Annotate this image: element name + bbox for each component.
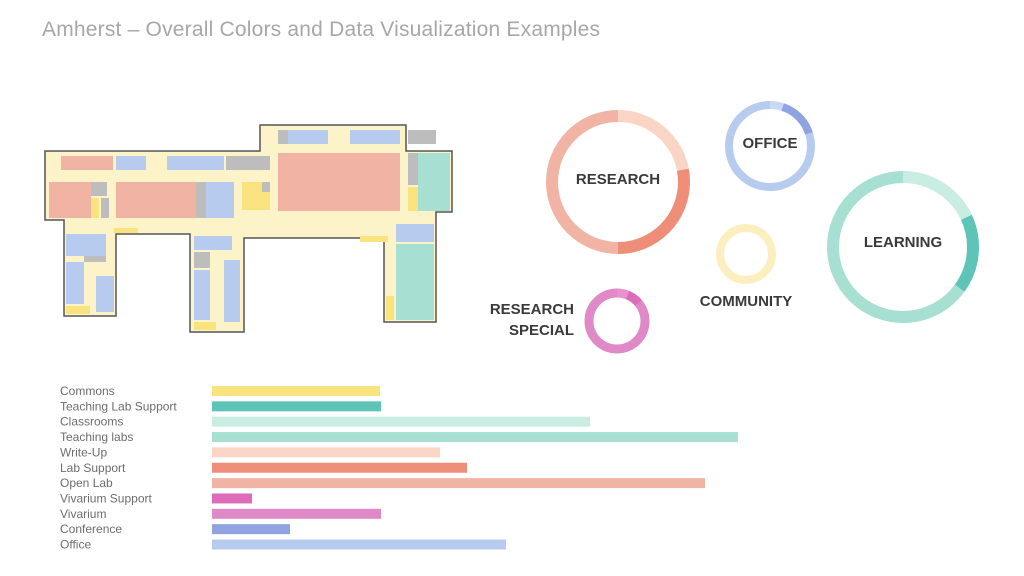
room-office xyxy=(66,262,84,304)
bar xyxy=(212,524,290,535)
room-commons xyxy=(114,228,138,233)
bar xyxy=(212,401,381,412)
bar-category-label: Teaching Lab Support xyxy=(60,399,177,413)
research-special-label-line2: SPECIAL xyxy=(509,322,574,339)
learning-label: LEARNING xyxy=(864,234,942,251)
room-office xyxy=(194,270,210,320)
room-office xyxy=(224,260,240,322)
bar-category-label: Classrooms xyxy=(60,415,123,429)
donut-segment xyxy=(725,101,815,191)
page-title: Amherst – Overall Colors and Data Visual… xyxy=(42,18,601,41)
bar-category-label: Vivarium Support xyxy=(60,491,152,505)
bar xyxy=(212,432,738,443)
room-commons xyxy=(91,198,99,218)
donut-segment xyxy=(716,224,776,284)
room-open-lab xyxy=(278,153,400,211)
floor-plan xyxy=(44,124,453,333)
room-office xyxy=(96,276,114,312)
room-support xyxy=(226,156,270,170)
donut-segment xyxy=(546,110,690,254)
bar xyxy=(212,508,381,519)
bar-category-label: Write-Up xyxy=(60,445,107,459)
room-support xyxy=(91,182,107,196)
room-office xyxy=(206,182,234,218)
community-donut: COMMUNITY xyxy=(700,224,793,310)
room-commons xyxy=(386,296,394,320)
bar-category-label: Office xyxy=(60,538,91,552)
room-open-lab xyxy=(116,182,196,218)
donut-segment xyxy=(546,110,690,254)
donut-group: RESEARCH OFFICE LEARNING COMMUNITY RESEA… xyxy=(490,101,979,354)
room-teaching-lab xyxy=(418,153,450,211)
room-teaching-lab xyxy=(396,244,434,320)
learning-donut: LEARNING xyxy=(827,171,979,323)
bar xyxy=(212,447,440,458)
community-label: COMMUNITY xyxy=(700,293,793,310)
research-donut: RESEARCH xyxy=(546,110,690,254)
bar-category-label: Open Lab xyxy=(60,476,113,490)
bar xyxy=(212,493,252,504)
research-special-label-line1: RESEARCH xyxy=(490,301,574,318)
room-office xyxy=(167,156,224,170)
office-donut: OFFICE xyxy=(725,101,815,191)
room-office xyxy=(194,236,232,250)
room-support xyxy=(408,153,418,185)
donut-segment xyxy=(827,171,979,323)
room-commons xyxy=(66,306,90,314)
bar-category-label: Conference xyxy=(60,522,122,536)
room-support xyxy=(101,198,109,218)
bar-category-label: Vivarium xyxy=(60,507,106,521)
bar xyxy=(212,416,590,427)
room-support xyxy=(196,182,206,218)
room-office xyxy=(66,234,106,256)
floor-plan-rooms xyxy=(49,130,450,330)
room-support xyxy=(408,130,436,144)
donut-segment xyxy=(827,171,979,323)
room-office xyxy=(350,130,400,144)
room-support xyxy=(84,256,106,262)
bar xyxy=(212,539,506,550)
bar xyxy=(212,478,705,489)
bar-category-label: Commons xyxy=(60,384,115,398)
room-support xyxy=(278,130,288,144)
bar-category-label: Lab Support xyxy=(60,461,126,475)
office-label: OFFICE xyxy=(743,135,798,152)
room-open-lab xyxy=(49,182,91,218)
bar-category-label: Teaching labs xyxy=(60,430,133,444)
room-commons xyxy=(408,187,418,211)
room-commons xyxy=(194,322,216,330)
room-office xyxy=(396,224,434,242)
research-label: RESEARCH xyxy=(576,171,660,188)
room-office xyxy=(116,156,146,170)
donut-segment xyxy=(584,288,650,354)
room-office xyxy=(288,130,328,144)
room-support xyxy=(262,182,270,192)
room-support xyxy=(194,252,210,268)
room-commons xyxy=(360,236,388,242)
bar xyxy=(212,462,467,473)
bar xyxy=(212,386,380,396)
research-special-donut: RESEARCH SPECIAL xyxy=(490,288,650,354)
room-open-lab xyxy=(61,156,113,170)
